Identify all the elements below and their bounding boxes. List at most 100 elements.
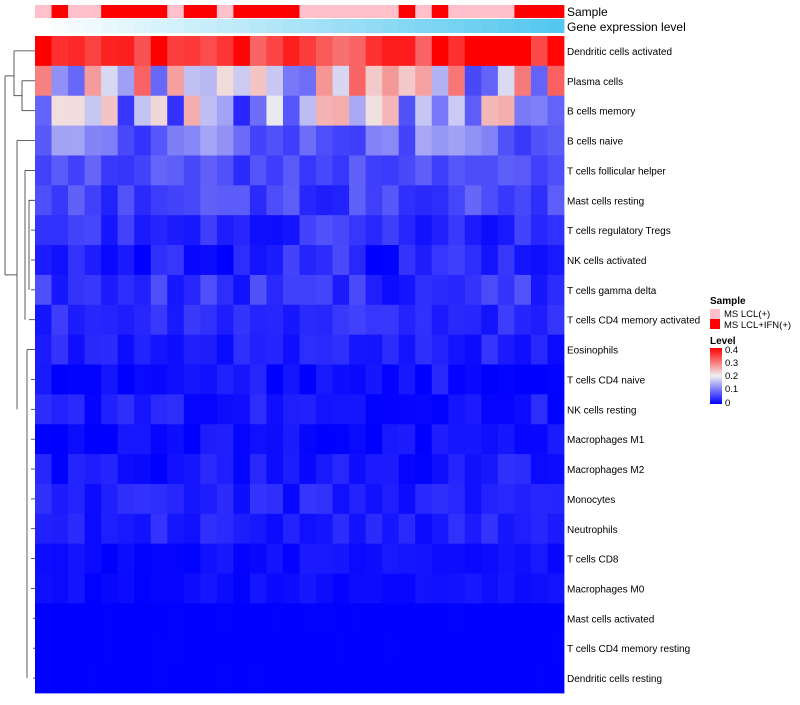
heatmap-cell xyxy=(316,185,333,216)
heatmap-cell xyxy=(282,454,300,485)
heatmap-cell xyxy=(431,633,449,664)
heatmap-cell xyxy=(530,65,548,97)
expression-annotation-cell xyxy=(481,19,499,33)
heatmap-cell xyxy=(84,483,102,515)
heatmap-cell xyxy=(299,454,317,485)
heatmap-cell xyxy=(167,543,185,574)
legend-level-tick: 0.1 xyxy=(725,384,738,395)
heatmap-cell xyxy=(183,573,201,604)
heatmap-cell xyxy=(464,603,482,634)
heatmap-cell xyxy=(415,543,433,574)
heatmap-cell xyxy=(84,633,102,664)
heatmap-cell xyxy=(282,364,300,395)
heatmap-cell xyxy=(431,394,449,425)
heatmap-cell xyxy=(547,483,565,515)
heatmap-cell xyxy=(497,36,515,67)
heatmap-cell xyxy=(134,304,152,336)
heatmap-cell xyxy=(365,513,383,545)
heatmap-cell xyxy=(448,334,466,365)
heatmap-cell xyxy=(282,95,300,126)
heatmap-cell xyxy=(51,65,69,97)
heatmap-cell xyxy=(84,185,102,216)
heatmap-cell xyxy=(382,95,400,126)
heatmap-cell xyxy=(167,633,185,664)
heatmap-cell xyxy=(35,155,52,186)
heatmap-cell xyxy=(117,603,135,634)
expression-annotation-cell xyxy=(398,19,416,33)
heatmap-cell xyxy=(51,36,69,67)
heatmap-cell xyxy=(51,633,69,664)
heatmap-cell xyxy=(266,185,284,216)
heatmap-cell xyxy=(382,185,400,216)
heatmap-cell xyxy=(117,65,135,97)
expression-annotation-cell xyxy=(134,19,152,33)
heatmap-cell xyxy=(101,274,119,306)
heatmap-cell xyxy=(547,424,565,455)
heatmap-cell xyxy=(497,274,515,306)
heatmap-cell xyxy=(398,603,416,634)
heatmap-cell xyxy=(51,364,69,395)
heatmap-cell xyxy=(332,424,350,455)
heatmap-cell xyxy=(101,573,119,604)
heatmap-cell xyxy=(51,663,69,694)
heatmap-cell xyxy=(134,603,152,634)
heatmap-cell xyxy=(84,394,102,425)
expression-annotation-cell xyxy=(332,19,350,33)
legend-level-tick: 0.3 xyxy=(725,358,738,369)
heatmap-cell xyxy=(134,364,152,395)
heatmap-cell xyxy=(150,95,168,126)
heatmap-cell xyxy=(464,304,482,336)
heatmap-cell xyxy=(382,394,400,425)
heatmap-cell xyxy=(431,36,449,67)
heatmap-cell xyxy=(448,125,466,156)
heatmap-cell xyxy=(547,603,565,634)
heatmap-cell xyxy=(200,513,218,545)
heatmap-cell xyxy=(249,364,267,395)
heatmap-cell xyxy=(547,543,565,574)
heatmap-cell xyxy=(249,125,267,156)
expression-annotation-cell xyxy=(547,19,565,33)
heatmap-cell xyxy=(448,155,466,186)
heatmap-cell xyxy=(547,95,565,126)
heatmap-cell xyxy=(398,125,416,156)
heatmap-cell xyxy=(200,543,218,574)
heatmap-cell xyxy=(51,155,69,186)
heatmap-cell xyxy=(349,245,367,276)
heatmap-cell xyxy=(547,36,565,67)
heatmap-cell xyxy=(448,424,466,455)
heatmap-cell xyxy=(547,245,565,276)
heatmap-cell xyxy=(68,543,85,574)
heatmap-cell xyxy=(332,304,350,336)
expression-annotation-cell xyxy=(183,19,201,33)
heatmap-cell xyxy=(530,513,548,545)
heatmap-cell xyxy=(216,215,234,246)
heatmap-cell xyxy=(382,513,400,545)
heatmap-cell xyxy=(134,394,152,425)
heatmap-cell xyxy=(464,245,482,276)
heatmap-cell xyxy=(365,95,383,126)
heatmap-cell xyxy=(134,65,152,97)
heatmap-cell xyxy=(233,185,251,216)
heatmap-cell xyxy=(167,663,185,694)
sample-annotation-cell xyxy=(547,5,565,18)
heatmap-cell xyxy=(349,215,367,246)
heatmap-cell xyxy=(117,215,135,246)
heatmap-cell xyxy=(216,95,234,126)
heatmap-cell xyxy=(249,513,267,545)
heatmap-cell xyxy=(117,155,135,186)
heatmap-cell xyxy=(84,454,102,485)
heatmap-cell xyxy=(68,513,85,545)
heatmap-cell xyxy=(382,215,400,246)
heatmap-cell xyxy=(332,125,350,156)
heatmap-cell xyxy=(282,483,300,515)
heatmap-cell xyxy=(382,125,400,156)
heatmap-cell xyxy=(84,543,102,574)
heatmap-cell xyxy=(117,424,135,455)
heatmap-cell xyxy=(349,65,367,97)
heatmap-cell xyxy=(547,663,565,694)
heatmap-cell xyxy=(365,334,383,365)
heatmap-cell xyxy=(299,334,317,365)
heatmap-cell xyxy=(464,394,482,425)
heatmap-cell xyxy=(183,663,201,694)
